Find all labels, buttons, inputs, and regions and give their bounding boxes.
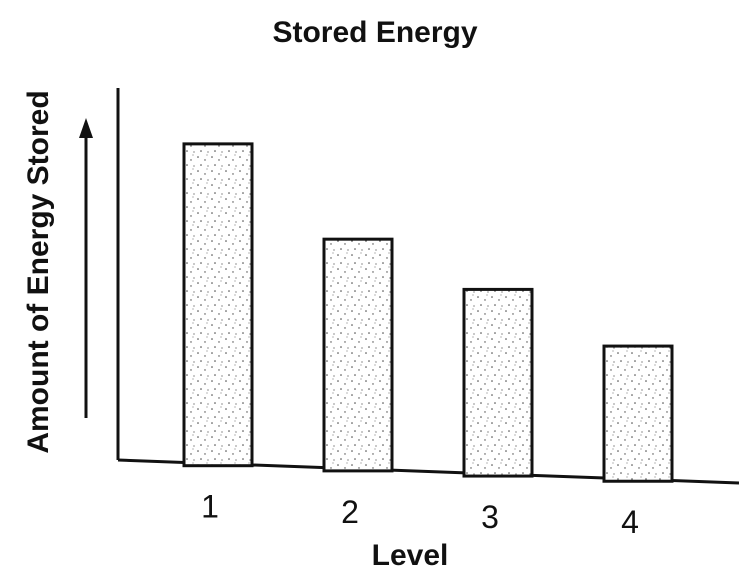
x-tick-label: 1: [201, 489, 219, 525]
x-axis-label: Level: [372, 539, 449, 572]
x-tick-label: 2: [341, 494, 359, 530]
bars-group: [182, 142, 674, 483]
y-axis-arrow: [79, 118, 93, 418]
y-axis-arrow-head: [79, 118, 93, 138]
bar-level-4: [602, 344, 674, 483]
y-axis-label: Amount of Energy Stored: [22, 90, 55, 453]
x-tick-labels: 1 2 3 4: [201, 489, 639, 541]
x-tick-label: 4: [621, 504, 639, 540]
bar-level-1: [182, 142, 254, 468]
bar-level-3: [462, 287, 534, 478]
x-tick-label: 3: [481, 499, 499, 535]
chart-title: Stored Energy: [272, 16, 477, 49]
bar-level-2: [322, 237, 394, 473]
